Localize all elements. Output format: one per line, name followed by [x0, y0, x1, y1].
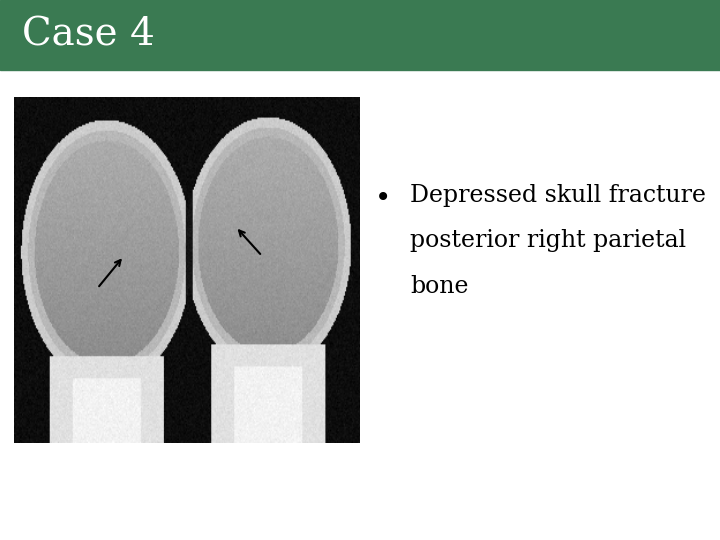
Text: •: •: [374, 184, 391, 212]
Text: posterior right parietal: posterior right parietal: [410, 230, 687, 253]
Text: Depressed skull fracture: Depressed skull fracture: [410, 184, 706, 207]
Bar: [0, 0, 720, 70]
Text: Case 4: Case 4: [22, 17, 155, 53]
Text: bone: bone: [410, 275, 469, 299]
